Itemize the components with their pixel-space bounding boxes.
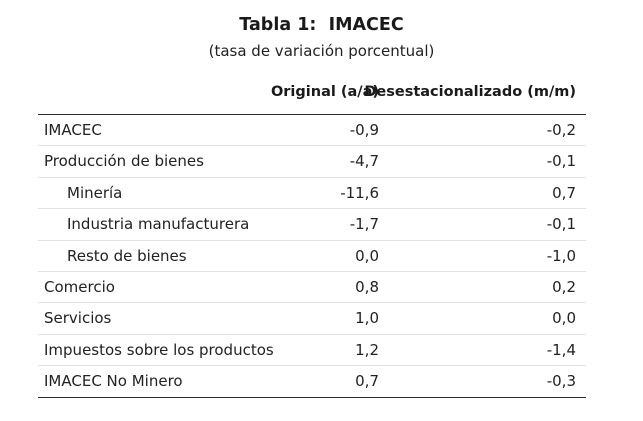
desestacionalizado-value: -0,1 <box>546 152 576 171</box>
table-title: Tabla 1: IMACEC <box>239 15 404 35</box>
row-label: IMACEC No Minero <box>44 372 183 391</box>
table-row: IMACEC -0,9 -0,2 <box>38 115 586 145</box>
row-label: Industria manufacturera <box>67 215 250 234</box>
table-row: Resto de bienes 0,0 -1,0 <box>38 239 586 271</box>
original-value: 1,0 <box>355 309 379 328</box>
desestacionalizado-value: 0,7 <box>552 183 576 202</box>
desestacionalizado-value: -0,3 <box>546 372 576 391</box>
table-row: Industria manufacturera -1,7 -0,1 <box>38 208 586 239</box>
table-row: Impuestos sobre los productos 1,2 -1,4 <box>38 333 586 365</box>
table-row: Minería -11,6 0,7 <box>38 176 586 208</box>
table-row: Producción de bienes -4,7 -0,1 <box>38 145 586 176</box>
row-label: Producción de bienes <box>44 152 204 171</box>
row-label: Servicios <box>44 309 112 328</box>
table-header-row: Original (a/a) Desestacionalizado (m/m) <box>38 78 586 115</box>
original-value: -0,9 <box>349 121 379 139</box>
original-value: 0,8 <box>355 277 379 296</box>
row-label: Minería <box>67 183 123 202</box>
imacec-table: Original (a/a) Desestacionalizado (m/m) … <box>38 78 586 398</box>
original-value: 0,0 <box>355 246 379 265</box>
row-label: Resto de bienes <box>67 246 187 265</box>
desestacionalizado-value: -0,2 <box>546 121 576 139</box>
desestacionalizado-value: -1,4 <box>546 340 576 359</box>
column-header-original: Original (a/a) <box>270 84 379 100</box>
original-value: 0,7 <box>355 372 379 391</box>
column-header-desestacionalizado: Desestacionalizado (m/m) <box>364 84 576 100</box>
row-label: IMACEC <box>44 121 102 139</box>
desestacionalizado-value: 0,0 <box>552 309 576 328</box>
desestacionalizado-value: -1,0 <box>546 246 576 265</box>
table-body: IMACEC -0,9 -0,2 Producción de bienes -4… <box>38 115 586 398</box>
table-row: Servicios 1,0 0,0 <box>38 302 586 333</box>
desestacionalizado-value: 0,2 <box>552 277 576 296</box>
table-row: Comercio 0,8 0,2 <box>38 270 586 302</box>
desestacionalizado-value: -0,1 <box>546 215 576 234</box>
table-row: IMACEC No Minero 0,7 -0,3 <box>38 365 586 396</box>
table-subtitle: (tasa de variación porcentual) <box>208 42 435 60</box>
original-value: -4,7 <box>349 152 379 171</box>
row-label: Comercio <box>44 277 115 296</box>
original-value: -1,7 <box>349 215 379 234</box>
original-value: 1,2 <box>355 340 379 359</box>
row-label: Impuestos sobre los productos <box>44 340 274 359</box>
original-value: -11,6 <box>340 183 379 202</box>
